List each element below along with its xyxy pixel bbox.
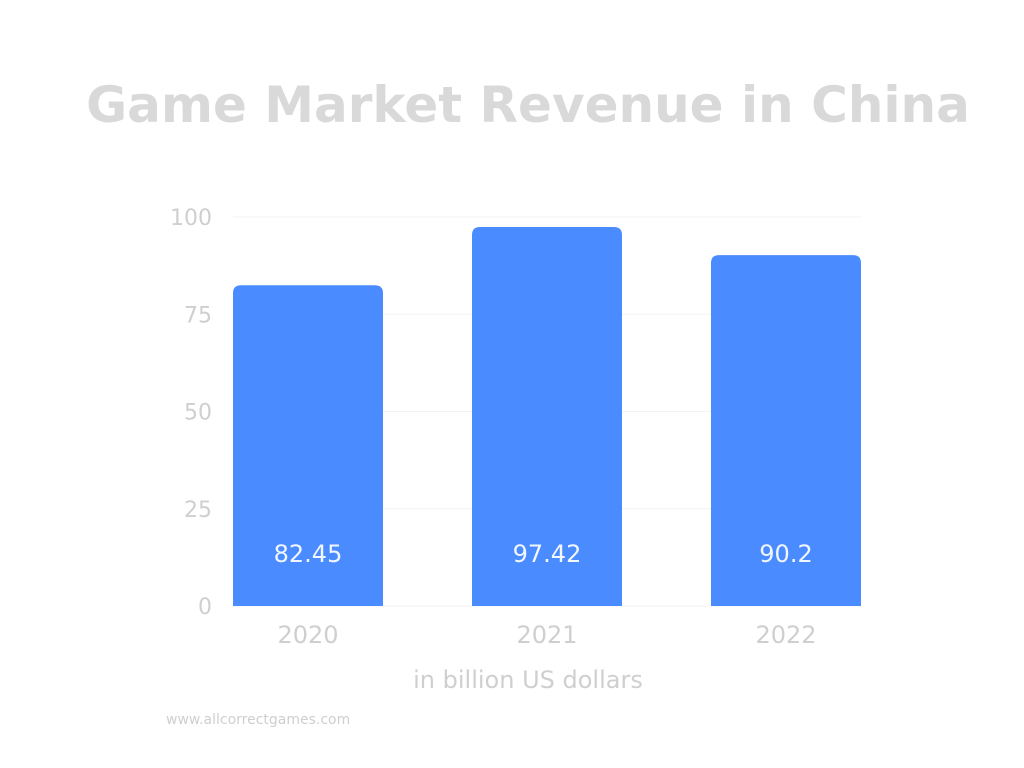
source-credit: www.allcorrectgames.com xyxy=(166,712,351,728)
y-tick-label: 25 xyxy=(184,498,212,523)
x-tick-label: 2021 xyxy=(516,621,577,649)
y-axis-ticks: 0 25 50 75 100 xyxy=(170,206,212,620)
bar-value-label: 82.45 xyxy=(274,540,343,568)
x-axis-label: in billion US dollars xyxy=(413,666,643,694)
bar-2021 xyxy=(472,227,622,606)
y-tick-label: 75 xyxy=(184,303,212,328)
y-tick-label: 50 xyxy=(184,401,212,426)
bar-value-label: 97.42 xyxy=(513,540,582,568)
y-tick-label: 100 xyxy=(170,206,212,231)
x-tick-label: 2020 xyxy=(277,621,338,649)
bar-value-label: 90.2 xyxy=(759,540,812,568)
x-axis-categories: 2020 2021 2022 xyxy=(277,621,816,649)
y-tick-label: 0 xyxy=(198,595,212,620)
bars xyxy=(233,227,861,606)
chart-title: Game Market Revenue in China xyxy=(86,76,970,134)
bar-2020 xyxy=(233,285,383,606)
bar-2022 xyxy=(711,255,861,606)
x-tick-label: 2022 xyxy=(755,621,816,649)
value-labels: 82.45 97.42 90.2 xyxy=(274,540,813,568)
